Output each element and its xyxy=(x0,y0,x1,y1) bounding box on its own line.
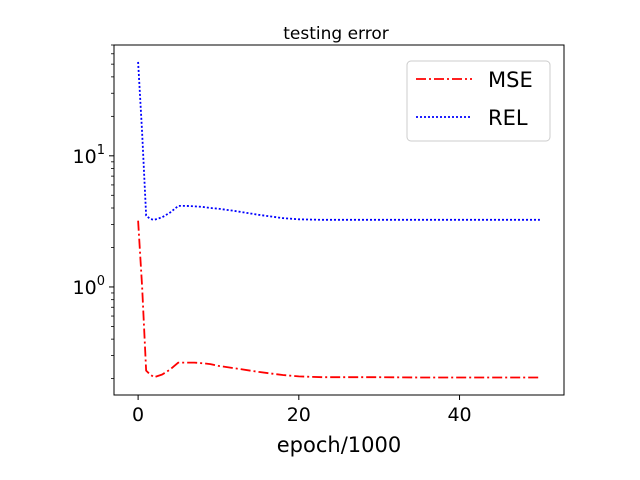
plot-frame xyxy=(113,44,565,396)
legend: MSE REL xyxy=(406,60,551,142)
legend-label-mse: MSE xyxy=(488,68,533,92)
x-tick-label: 20 xyxy=(287,404,311,426)
y-tick-label: 100 xyxy=(73,274,105,299)
x-tick-label: 0 xyxy=(132,404,144,426)
series-layer xyxy=(137,61,540,379)
y-tick-label: 101 xyxy=(73,143,105,168)
x-tick-label: 40 xyxy=(447,404,471,426)
series-line-mse xyxy=(137,220,540,379)
x-axis-label: epoch/1000 xyxy=(277,433,401,457)
legend-label-rel: REL xyxy=(488,106,528,130)
y-axis: 100 101 xyxy=(73,44,114,380)
x-axis: 0 20 40 xyxy=(132,395,472,426)
legend-box xyxy=(406,60,551,142)
chart-title: testing error xyxy=(283,24,389,44)
